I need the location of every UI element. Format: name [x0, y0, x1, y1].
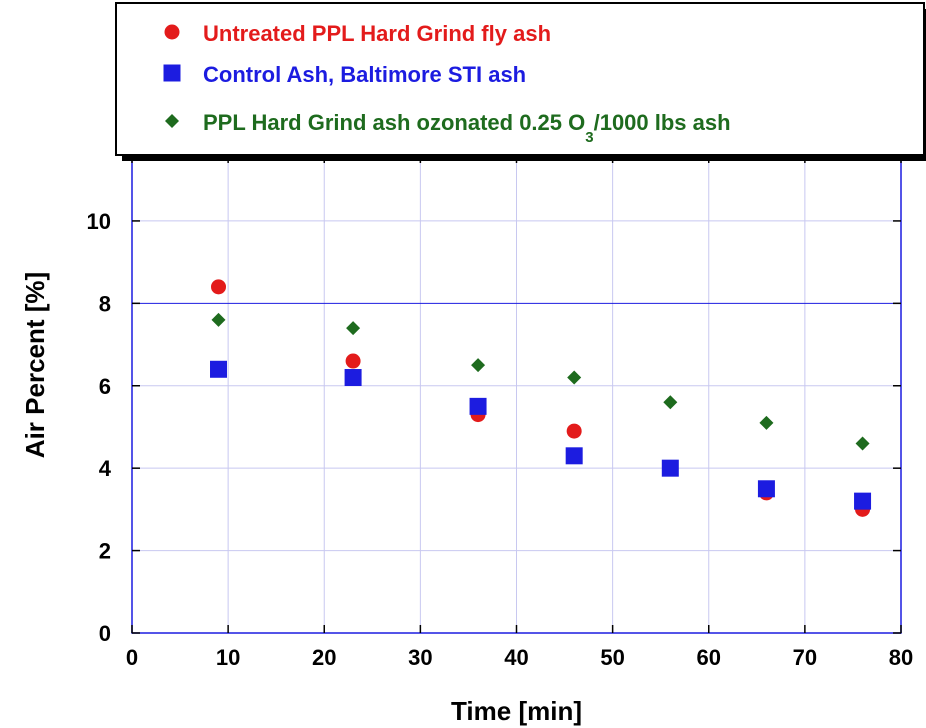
- y-axis-title: Air Percent [%]: [20, 272, 50, 458]
- y-tick-label: 4: [99, 456, 112, 481]
- legend-box: [115, 2, 925, 156]
- y-tick-label: 2: [99, 539, 111, 564]
- series-2-point: [469, 397, 487, 415]
- series-3-point: [471, 358, 486, 373]
- series-3-point: [663, 395, 678, 410]
- y-tick-label: 10: [87, 209, 111, 234]
- y-tick-label: 6: [99, 374, 111, 399]
- y-tick-labels: 0 2 4 6 8 10: [87, 209, 112, 646]
- x-tick-labels: 0 10 20 30 40 50 60 70 80: [126, 645, 913, 670]
- series-2-point: [344, 369, 362, 387]
- x-tick-label: 0: [126, 645, 138, 670]
- legend-marker-3: [165, 114, 179, 128]
- series-2-point: [565, 447, 583, 465]
- series-3-point: [855, 436, 870, 451]
- legend-label-1: Untreated PPL Hard Grind fly ash: [203, 21, 551, 46]
- series-1-point: [566, 423, 582, 439]
- x-tick-label: 80: [889, 645, 913, 670]
- x-tick-label: 60: [697, 645, 721, 670]
- x-axis-title: Time [min]: [451, 696, 582, 726]
- grid: [132, 155, 901, 633]
- x-tick-label: 50: [600, 645, 624, 670]
- y-tick-label: 8: [99, 291, 111, 316]
- data-markers: [210, 279, 872, 517]
- x-tick-label: 20: [312, 645, 336, 670]
- series-2-point: [210, 360, 228, 378]
- legend: Untreated PPL Hard Grind fly ash Control …: [115, 2, 926, 161]
- legend-label-2: Control Ash, Baltimore STI ash: [203, 62, 526, 87]
- series-3-point: [346, 321, 361, 336]
- legend-marker-1: [164, 24, 180, 40]
- x-tick-label: 10: [216, 645, 240, 670]
- series-3-point: [759, 415, 774, 430]
- series-1-point: [345, 353, 361, 369]
- series-2-point: [757, 480, 775, 498]
- series-2-point: [661, 459, 679, 477]
- y-tick-label: 0: [99, 621, 111, 646]
- series-3-point: [211, 312, 226, 327]
- series-3-point: [567, 370, 582, 385]
- series-1-point: [211, 279, 227, 295]
- legend-marker-2: [163, 64, 181, 82]
- legend-label-3: PPL Hard Grind ash ozonated 0.25 O3/1000…: [203, 110, 731, 146]
- x-tick-label: 30: [408, 645, 432, 670]
- x-tick-label: 40: [504, 645, 528, 670]
- series-2-point: [854, 492, 872, 510]
- x-tick-label: 70: [793, 645, 817, 670]
